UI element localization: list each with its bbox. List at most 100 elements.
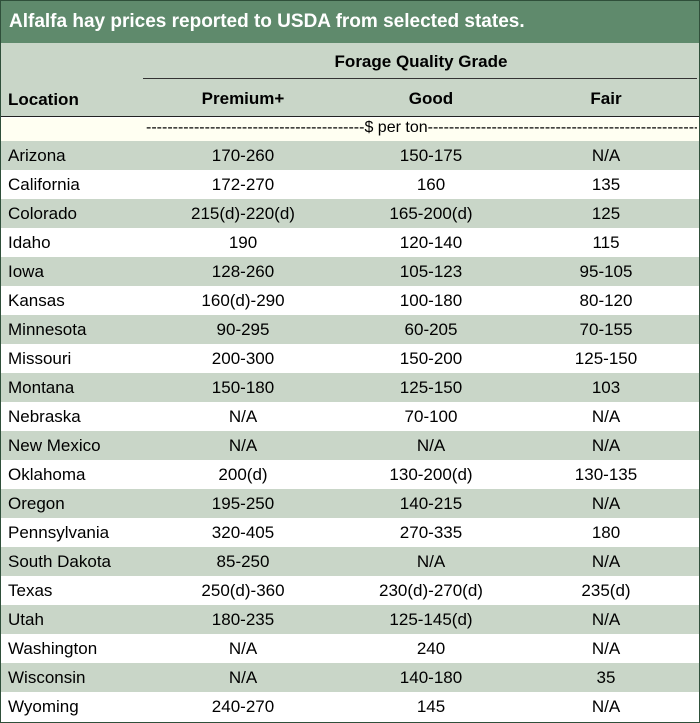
- premium-cell: 200(d): [218, 465, 268, 484]
- table-row: South Dakota 85-250 N/A N/A: [1, 547, 699, 576]
- table-row: Kansas 160(d)-290 100-180 80-120: [1, 286, 699, 315]
- location-cell: Wyoming: [8, 697, 79, 716]
- fair-cell: 130-135: [574, 465, 638, 484]
- fair-cell: 115: [592, 233, 620, 252]
- table-row: Montana 150-180 125-150 103: [1, 373, 699, 402]
- column-header-location: Location: [8, 90, 79, 109]
- fair-cell: N/A: [591, 407, 621, 426]
- location-cell: California: [8, 175, 80, 194]
- column-header-fair: Fair: [590, 89, 622, 108]
- good-cell: 145: [416, 697, 446, 716]
- location-cell: Kansas: [8, 291, 65, 310]
- table-row: Wisconsin N/A 140-180 35: [1, 663, 699, 692]
- location-cell: Nebraska: [8, 407, 81, 426]
- table-row: Colorado 215(d)-220(d) 165-200(d) 125: [1, 199, 699, 228]
- table-title: Alfalfa hay prices reported to USDA from…: [1, 1, 699, 43]
- premium-cell: 90-295: [216, 320, 270, 339]
- good-cell: 125-145(d): [389, 610, 473, 629]
- premium-cell: 200-300: [211, 349, 275, 368]
- location-cell: Minnesota: [8, 320, 87, 339]
- location-cell: Colorado: [8, 204, 77, 223]
- location-cell: Texas: [8, 581, 53, 600]
- fair-cell: N/A: [591, 146, 621, 165]
- premium-cell: 180-235: [211, 610, 275, 629]
- premium-cell: 195-250: [211, 494, 275, 513]
- location-cell: Montana: [8, 378, 75, 397]
- location-cell: Arizona: [8, 146, 66, 165]
- table-row: Nebraska N/A 70-100 N/A: [1, 402, 699, 431]
- table-row: Missouri 200-300 150-200 125-150: [1, 344, 699, 373]
- premium-cell: 240-270: [211, 697, 275, 716]
- fair-cell: N/A: [591, 610, 621, 629]
- good-cell: N/A: [416, 552, 446, 571]
- premium-cell: 128-260: [211, 262, 275, 281]
- premium-cell: N/A: [228, 407, 258, 426]
- fair-cell: 180: [591, 523, 621, 542]
- fair-cell: 125-150: [574, 349, 638, 368]
- location-cell: Idaho: [8, 233, 51, 252]
- table-row: Washington N/A 240 N/A: [1, 634, 699, 663]
- fair-cell: 235(d): [581, 581, 631, 600]
- good-cell: 230(d)-270(d): [379, 581, 483, 600]
- location-cell: Missouri: [8, 349, 72, 368]
- column-header-premium: Premium+: [201, 89, 285, 108]
- location-cell: New Mexico: [8, 436, 101, 455]
- good-cell: 165-200(d): [389, 204, 473, 223]
- good-cell: 240: [416, 639, 446, 658]
- table-row: Pennsylvania 320-405 270-335 180: [1, 518, 699, 547]
- premium-cell: 85-250: [216, 552, 270, 571]
- table-row: Oklahoma 200(d) 130-200(d) 130-135: [1, 460, 699, 489]
- premium-cell: 250(d)-360: [201, 581, 285, 600]
- good-cell: 105-123: [399, 262, 463, 281]
- good-cell: 60-205: [404, 320, 458, 339]
- good-cell: 125-150: [399, 378, 463, 397]
- group-header: Forage Quality Grade: [334, 52, 508, 71]
- table-row: Arizona 170-260 150-175 N/A: [1, 141, 699, 170]
- location-cell: Oregon: [8, 494, 65, 513]
- good-cell: 130-200(d): [389, 465, 473, 484]
- premium-cell: N/A: [228, 436, 258, 455]
- premium-cell: 320-405: [211, 523, 275, 542]
- good-cell: 140-180: [399, 668, 463, 687]
- fair-cell: 103: [591, 378, 621, 397]
- location-cell: Oklahoma: [8, 465, 86, 484]
- table-row: Iowa 128-260 105-123 95-105: [1, 257, 699, 286]
- premium-cell: 160(d)-290: [201, 291, 285, 310]
- location-cell: South Dakota: [8, 552, 112, 571]
- location-cell: Utah: [8, 610, 44, 629]
- table-row: Idaho 190 120-140 115: [1, 228, 699, 257]
- premium-cell: 190: [228, 233, 258, 252]
- unit-label: ----------------------------------------…: [146, 119, 697, 136]
- fair-cell: N/A: [591, 436, 621, 455]
- fair-cell: N/A: [591, 639, 621, 658]
- fair-cell: 125: [591, 204, 621, 223]
- good-cell: 140-215: [399, 494, 463, 513]
- fair-cell: N/A: [591, 494, 621, 513]
- table-row: Oregon 195-250 140-215 N/A: [1, 489, 699, 518]
- good-cell: 70-100: [404, 407, 458, 426]
- fair-cell: 95-105: [579, 262, 633, 281]
- good-cell: 100-180: [399, 291, 463, 310]
- fair-cell: 35: [596, 668, 616, 687]
- fair-cell: N/A: [591, 697, 621, 716]
- good-cell: 160: [416, 175, 446, 194]
- fair-cell: 70-155: [579, 320, 633, 339]
- premium-cell: 172-270: [211, 175, 275, 194]
- location-cell: Iowa: [8, 262, 44, 281]
- table-row: Wyoming 240-270 145 N/A: [1, 692, 699, 721]
- table-body: Arizona 170-260 150-175 N/A California 172-27…: [1, 141, 699, 721]
- table-row: Utah 180-235 125-145(d) N/A: [1, 605, 699, 634]
- location-cell: Wisconsin: [8, 668, 86, 687]
- good-cell: N/A: [416, 436, 446, 455]
- location-cell: Washington: [8, 639, 98, 658]
- good-cell: 150-200: [399, 349, 463, 368]
- premium-cell: 170-260: [211, 146, 275, 165]
- premium-cell: N/A: [228, 639, 258, 658]
- premium-cell: N/A: [228, 668, 258, 687]
- table-row: California 172-270 160 135: [1, 170, 699, 199]
- fair-cell: 135: [591, 175, 621, 194]
- premium-cell: 150-180: [211, 378, 275, 397]
- table-header: Forage Quality Grade Location Premium+ G…: [1, 43, 699, 117]
- fair-cell: 80-120: [579, 291, 633, 310]
